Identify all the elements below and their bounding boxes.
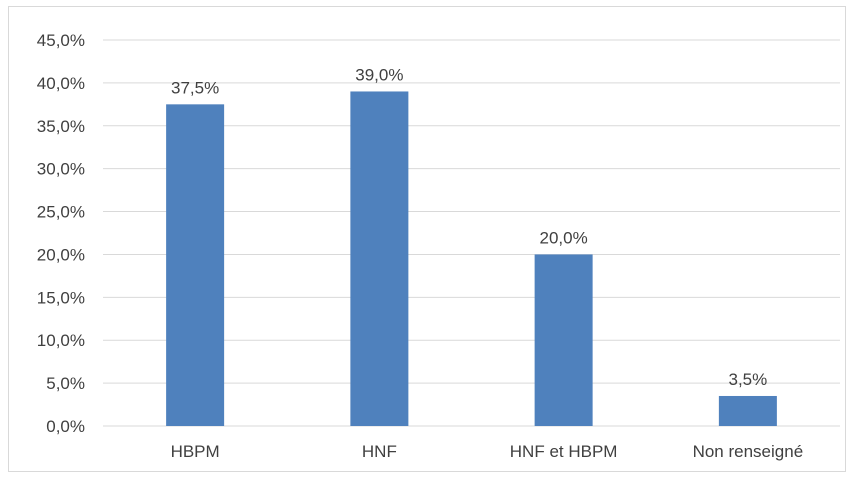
bar: [718, 395, 777, 426]
y-tick-label: 5,0%: [46, 374, 85, 393]
x-tick-label: Non renseigné: [693, 442, 804, 461]
chart-frame: [8, 6, 846, 472]
data-label: 20,0%: [540, 228, 588, 247]
bar: [166, 104, 225, 426]
data-label: 37,5%: [171, 78, 219, 97]
bar: [534, 254, 593, 426]
x-tick-label: HNF et HBPM: [510, 442, 618, 461]
bar: [350, 91, 409, 426]
y-tick-label: 15,0%: [37, 288, 85, 307]
y-tick-label: 35,0%: [37, 117, 85, 136]
y-tick-label: 45,0%: [37, 31, 85, 50]
y-tick-label: 10,0%: [37, 331, 85, 350]
data-label: 3,5%: [729, 370, 768, 389]
x-tick-label: HNF: [362, 442, 397, 461]
y-tick-label: 0,0%: [46, 417, 85, 436]
x-tick-label: HBPM: [171, 442, 220, 461]
y-tick-label: 20,0%: [37, 245, 85, 264]
y-tick-label: 30,0%: [37, 160, 85, 179]
y-tick-label: 25,0%: [37, 203, 85, 222]
y-tick-label: 40,0%: [37, 74, 85, 93]
data-label: 39,0%: [355, 65, 403, 84]
